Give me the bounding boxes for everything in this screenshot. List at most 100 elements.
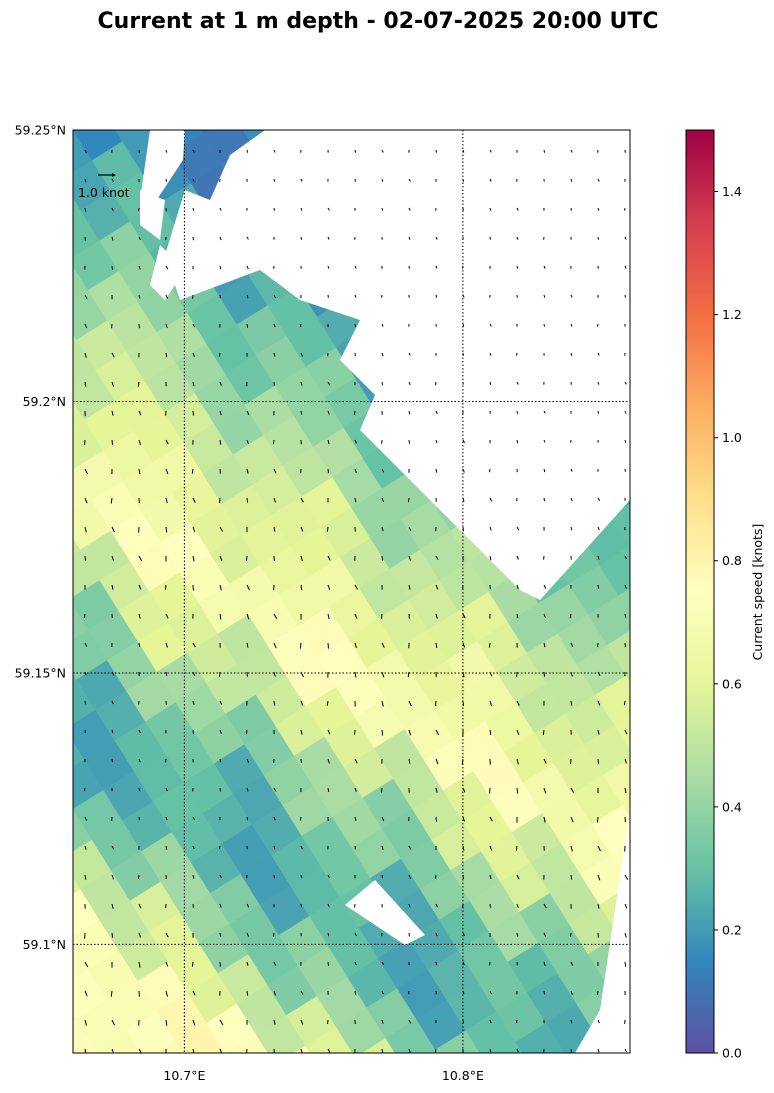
current-arrow (327, 787, 330, 792)
current-arrow (624, 584, 627, 589)
heatmap-cell (73, 808, 74, 810)
current-arrow (354, 468, 357, 474)
current-arrow (435, 265, 438, 269)
current-arrow (111, 236, 114, 241)
colorbar (685, 129, 715, 1054)
current-arrow (219, 265, 222, 270)
current-arrow (327, 410, 330, 415)
chart-title: Current at 1 m depth - 02-07-2025 20:00 … (98, 9, 659, 34)
current-arrow (354, 816, 357, 822)
current-arrow (434, 1048, 437, 1053)
current-arrow (354, 932, 357, 937)
current-arrow (219, 236, 222, 241)
current-arrow (84, 207, 87, 212)
current-arrow (192, 874, 195, 879)
current-arrow (111, 439, 113, 446)
current-arrow (570, 845, 573, 852)
current-arrow (489, 352, 492, 356)
current-arrow (327, 642, 329, 649)
heatmap-cell (115, 1061, 165, 1093)
current-arrow (84, 381, 87, 387)
current-arrow (381, 555, 384, 561)
current-arrow (462, 323, 465, 327)
current-arrow (516, 236, 519, 240)
current-arrow (381, 845, 384, 850)
current-arrow (111, 381, 115, 387)
current-arrow (516, 265, 519, 269)
current-arrow (597, 1048, 600, 1053)
heatmap-cell (264, 77, 314, 127)
current-arrow (246, 613, 250, 620)
current-arrow (462, 149, 465, 153)
current-arrow (462, 1019, 464, 1024)
colorbar-tick-label: 1.4 (722, 184, 742, 199)
current-arrow (462, 845, 465, 851)
current-arrow (597, 497, 601, 502)
current-arrow (165, 149, 168, 153)
current-arrow (138, 555, 143, 562)
heatmap-cell (412, 130, 414, 131)
current-arrow (165, 642, 168, 648)
current-arrow (192, 845, 195, 850)
heatmap-cell (638, 267, 688, 317)
current-arrow (489, 149, 492, 153)
current-arrow (246, 642, 249, 648)
current-arrow (381, 207, 384, 211)
current-arrow (111, 1048, 114, 1053)
current-arrow (138, 787, 141, 792)
current-arrow (408, 903, 411, 908)
current-arrow (462, 932, 466, 937)
current-arrow (165, 990, 168, 997)
current-arrow (354, 758, 358, 764)
current-arrow (272, 439, 275, 445)
current-arrow (273, 613, 278, 620)
current-arrow (273, 845, 276, 850)
current-arrow (354, 642, 357, 649)
current-arrow (165, 352, 168, 358)
heatmap-cell (157, 1041, 184, 1053)
heatmap-cell (625, 1012, 630, 1022)
current-arrow (381, 352, 384, 357)
current-arrow (569, 613, 572, 619)
current-arrow (570, 1019, 573, 1024)
current-arrow (354, 613, 358, 619)
current-arrow (84, 961, 89, 968)
current-arrow (273, 526, 276, 532)
current-arrow (273, 149, 276, 153)
colorbar-tick-label: 0.4 (722, 799, 742, 814)
current-arrow (624, 758, 627, 764)
current-arrow (273, 323, 276, 328)
current-arrow (84, 845, 87, 850)
current-arrow (354, 149, 357, 153)
current-arrow (111, 700, 114, 705)
current-arrow (191, 468, 194, 474)
current-arrow (435, 613, 438, 619)
current-arrow (354, 961, 357, 966)
current-arrow (138, 932, 141, 938)
current-arrow (435, 584, 439, 590)
current-arrow (299, 642, 302, 649)
current-arrow (165, 468, 169, 474)
current-arrow (192, 149, 195, 153)
current-arrow (273, 352, 276, 357)
heatmap-cell (625, 333, 630, 343)
current-arrow (192, 207, 195, 211)
current-arrow (111, 845, 115, 850)
current-arrow (165, 323, 168, 329)
colorbar-tick-label: 0.2 (722, 922, 742, 937)
current-arrow (624, 294, 626, 298)
current-arrow (84, 990, 88, 997)
current-arrow (327, 265, 330, 269)
current-arrow (489, 874, 492, 880)
current-arrow (597, 700, 601, 706)
current-arrow (327, 555, 331, 561)
current-arrow (624, 932, 627, 938)
current-arrow (191, 961, 194, 967)
current-arrow (326, 700, 329, 706)
current-arrow (354, 323, 357, 328)
current-arrow (273, 932, 275, 937)
y-tick-label: 59.25°N (15, 123, 66, 138)
heatmap-cell (20, 569, 70, 619)
current-arrow (381, 642, 385, 648)
